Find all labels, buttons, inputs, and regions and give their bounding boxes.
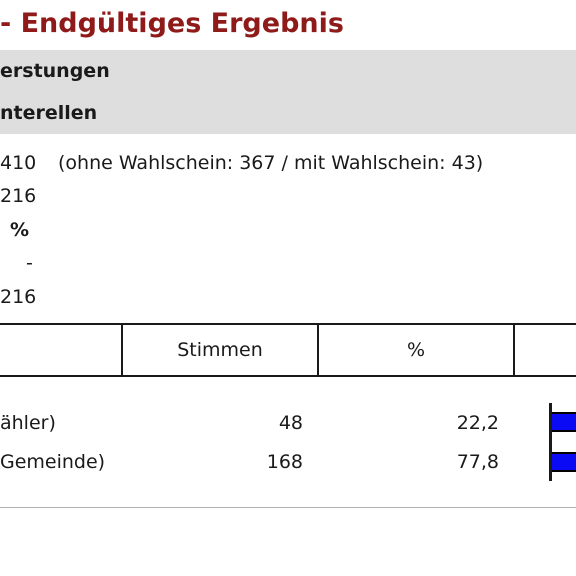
stat-ungueltig-value: - xyxy=(26,252,33,274)
column-header-stimmen: Stimmen xyxy=(177,339,263,361)
party-percent: 77,8 xyxy=(456,451,499,473)
page-title: - Endgültiges Ergebnis xyxy=(0,8,344,39)
party-name: ähler) xyxy=(0,412,56,434)
section-band-1-label: erstungen xyxy=(0,60,110,82)
column-divider xyxy=(121,324,123,376)
column-header-prozent: % xyxy=(406,339,426,361)
party-votes: 168 xyxy=(266,451,303,473)
stat-wahlberechtigte-value: 410 xyxy=(0,152,37,174)
table-top-rule xyxy=(0,323,576,325)
table-bottom-rule xyxy=(0,507,576,508)
stat-wahlberechtigte-detail: (ohne Wahlschein: 367 / mit Wahlschein: … xyxy=(58,152,484,174)
section-band-2: nterellen xyxy=(0,92,576,134)
stat-waehler-value: 216 xyxy=(0,185,37,207)
party-name: Gemeinde) xyxy=(0,451,106,473)
party-votes: 48 xyxy=(278,412,303,434)
result-bar xyxy=(552,412,576,432)
table-header-rule xyxy=(0,375,576,377)
section-band-1: erstungen xyxy=(0,50,576,92)
stat-gueltig-value: 216 xyxy=(0,286,37,308)
bar-axis xyxy=(549,403,552,481)
section-band-2-label: nterellen xyxy=(0,102,98,124)
result-bar xyxy=(552,452,576,472)
column-divider xyxy=(513,324,515,376)
column-divider xyxy=(317,324,319,376)
party-percent: 22,2 xyxy=(456,412,499,434)
stat-beteiligung-value: % xyxy=(10,219,30,241)
